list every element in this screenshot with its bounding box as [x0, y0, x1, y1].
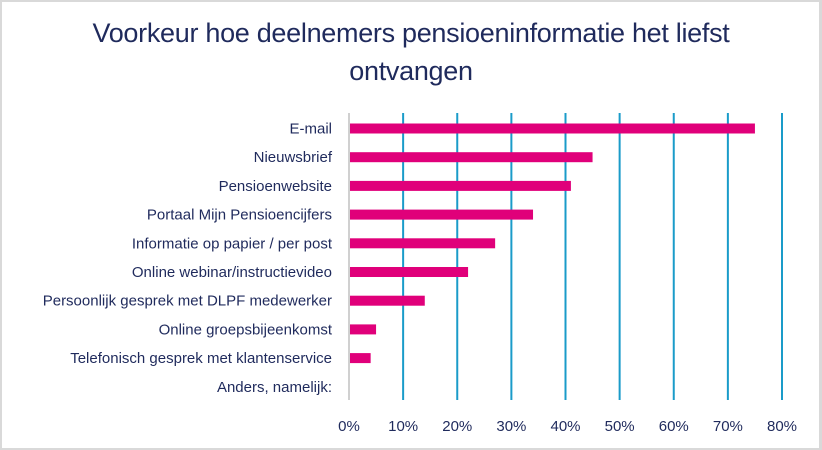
x-tick-label: 0% [338, 418, 360, 435]
category-label: Persoonlijk gesprek met DLPF medewerker [43, 293, 332, 310]
x-tick-label: 50% [605, 418, 635, 435]
x-tick-label: 80% [767, 418, 797, 435]
bar [350, 123, 755, 134]
x-tick-labels: 0% 10% 20% 30% 40% 50% 60% 70% 80% [338, 418, 797, 435]
bar [350, 324, 377, 335]
x-tick-label: 20% [442, 418, 472, 435]
x-tick-label: 40% [550, 418, 580, 435]
category-label: Online webinar/instructievideo [132, 264, 332, 281]
x-tick-label: 30% [496, 418, 526, 435]
bar [350, 152, 593, 163]
category-labels: E-mail Nieuwsbrief Pensioenwebsite Portaal … [43, 121, 333, 396]
category-label: Anders, namelijk: [217, 379, 332, 396]
bar [350, 209, 534, 220]
category-label: Pensioenwebsite [219, 178, 332, 195]
bar [350, 353, 371, 364]
bar [350, 180, 571, 191]
chart-title: Voorkeur hoe deelnemers pensioeninformat… [0, 14, 822, 90]
bars [350, 123, 755, 364]
category-label: Portaal Mijn Pensioencijfers [147, 207, 332, 224]
category-label: Online groepsbijeenkomst [159, 321, 333, 338]
x-tick-label: 60% [659, 418, 689, 435]
category-label: Informatie op papier / per post [132, 235, 333, 252]
bar [350, 267, 469, 277]
category-label: E-mail [289, 121, 332, 138]
bar [350, 295, 425, 306]
chart-title-line-2: ontvangen [349, 56, 473, 86]
category-label: Nieuwsbrief [254, 149, 333, 166]
category-label: Telefonisch gesprek met klantenservice [70, 350, 332, 367]
bar [350, 238, 496, 249]
chart-title-line-1: Voorkeur hoe deelnemers pensioeninformat… [92, 18, 730, 48]
x-tick-label: 70% [713, 418, 743, 435]
x-tick-label: 10% [388, 418, 418, 435]
